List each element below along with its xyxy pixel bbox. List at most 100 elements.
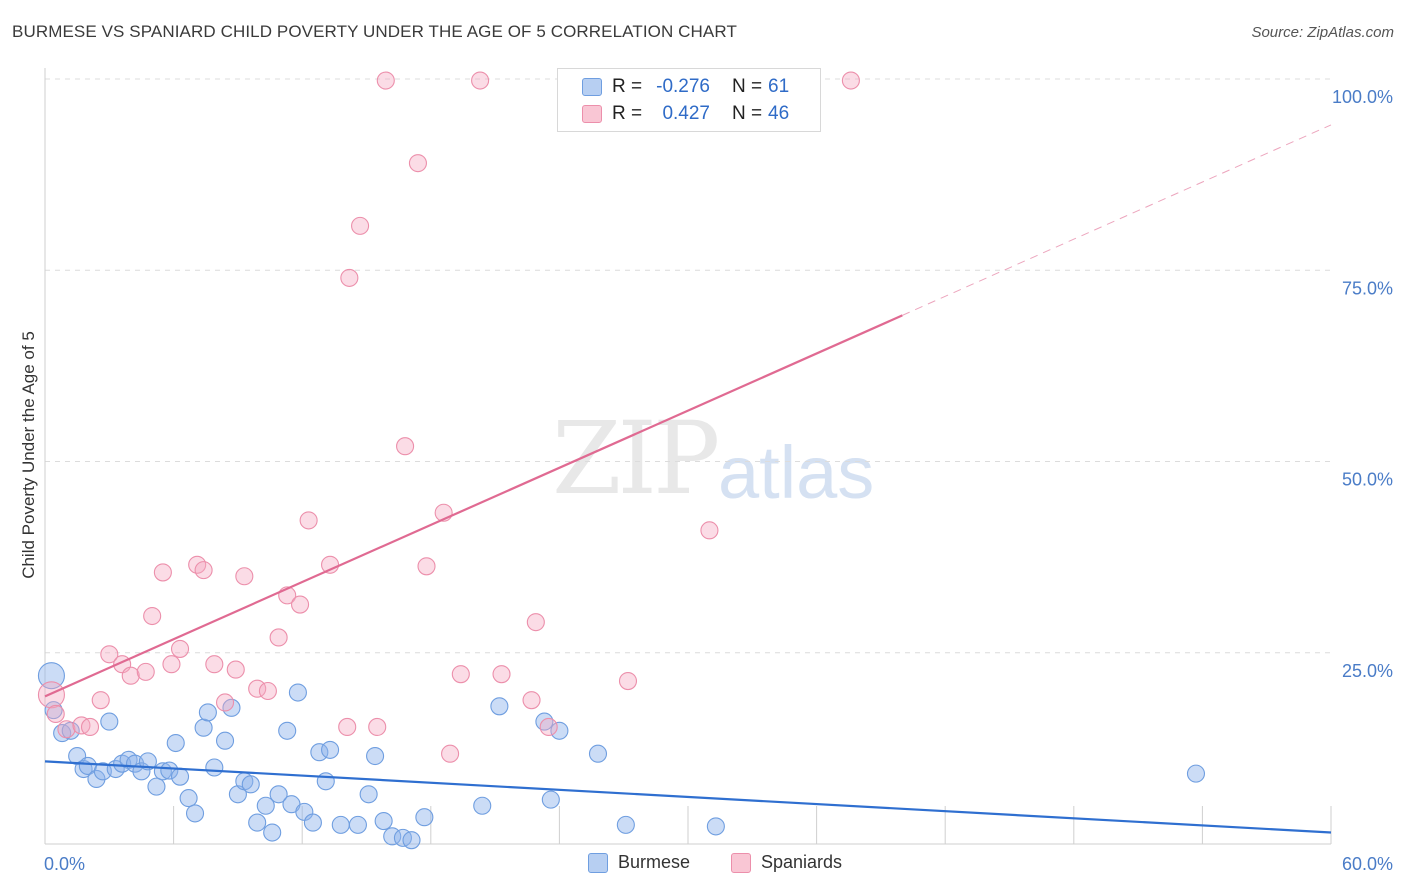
spaniards-point <box>80 717 100 737</box>
y-tick-label: 75.0% <box>1342 278 1393 298</box>
spaniards-point <box>539 717 558 737</box>
spaniards-point <box>215 693 235 712</box>
burmese-point <box>87 769 106 789</box>
spaniards-point <box>153 563 172 582</box>
spaniards-point <box>368 717 387 737</box>
legend-r-value-spaniards: 0.427 <box>662 103 710 124</box>
spaniards-point <box>226 660 245 679</box>
spaniards-point <box>162 655 181 674</box>
spaniards-point <box>522 691 541 710</box>
burmese-point <box>278 721 297 740</box>
spaniards-point <box>91 691 110 710</box>
burmese-point <box>166 733 185 753</box>
burmese-point <box>303 813 322 832</box>
chart-title: BURMESE VS SPANIARD CHILD POVERTY UNDER … <box>12 22 737 41</box>
burmese-point <box>185 804 205 823</box>
burmese-point <box>415 808 434 827</box>
burmese-point <box>490 697 509 716</box>
series-label-burmese: Burmese <box>618 852 691 872</box>
burmese-point <box>248 813 267 832</box>
burmese-point <box>179 789 198 808</box>
burmese-point <box>321 740 340 759</box>
spaniards-point <box>299 511 318 530</box>
burmese-point <box>541 790 560 809</box>
spaniards-point <box>376 71 395 90</box>
burmese-point <box>263 823 282 842</box>
burmese-point <box>215 731 235 750</box>
legend-n-value-burmese: 61 <box>768 76 790 97</box>
spaniards-point <box>618 672 638 691</box>
series-legend-burmese[interactable]: Burmese <box>588 852 690 873</box>
legend-r-label: R = <box>612 76 643 97</box>
burmese-point <box>359 785 378 804</box>
spaniards-trend-extension <box>902 124 1332 316</box>
legend-n-label: N = <box>732 76 763 97</box>
spaniards-point <box>338 717 357 737</box>
watermark-atlas: atlas <box>718 431 875 514</box>
series-label-spaniards: Spaniards <box>761 852 843 872</box>
spaniards-point <box>57 720 76 739</box>
series-swatch-burmese <box>588 852 608 873</box>
spaniards-point <box>205 655 224 674</box>
legend-swatch-spaniards <box>582 105 602 123</box>
y-tick-label: 25.0% <box>1342 661 1393 681</box>
spaniards-point <box>121 666 140 685</box>
legend-swatch-burmese <box>582 78 602 96</box>
x-tick-label: 60.0% <box>1342 854 1393 874</box>
spaniards-point <box>417 557 436 576</box>
spaniards-point <box>340 268 359 287</box>
burmese-point <box>473 796 492 815</box>
spaniards-point <box>408 154 427 173</box>
trend-lines <box>44 124 1332 834</box>
burmese-point <box>198 703 217 722</box>
spaniards-point <box>291 595 310 614</box>
legend-row-burmese: R = -0.276 N = 61 <box>582 74 789 100</box>
legend-n-value-spaniards: 46 <box>768 103 790 124</box>
legend-row-spaniards: R = 0.427 N = 46 <box>582 101 789 127</box>
spaniards-point <box>100 645 119 664</box>
burmese-point <box>194 718 213 737</box>
spaniards-point <box>37 681 65 709</box>
burmese-point <box>616 815 635 834</box>
burmese-point <box>100 712 119 731</box>
spaniards-point <box>269 628 288 647</box>
burmese-point <box>205 758 224 777</box>
spaniards-point <box>235 567 254 586</box>
spaniards-point <box>170 639 190 658</box>
legend-r-value-burmese: -0.276 <box>656 76 710 97</box>
burmese-point <box>170 767 190 786</box>
legend-r-label: R = <box>612 103 643 124</box>
burmese-point <box>588 744 608 763</box>
y-axis-label: Child Poverty Under the Age of 5 <box>19 331 38 579</box>
source-label: Source: ZipAtlas.com <box>1251 24 1394 41</box>
x-tick-label: 0.0% <box>44 854 85 874</box>
spaniards-point <box>492 665 511 684</box>
series-legend-spaniards[interactable]: Spaniards <box>731 852 842 873</box>
burmese-point <box>160 761 179 780</box>
burmese-point <box>331 815 350 834</box>
burmese-point <box>366 746 385 766</box>
burmese-point <box>374 811 393 831</box>
y-tick-label: 50.0% <box>1342 470 1393 490</box>
burmese-point <box>348 815 367 834</box>
legend-n-label: N = <box>732 103 763 124</box>
burmese-point <box>1186 764 1206 783</box>
burmese-point <box>256 796 275 815</box>
series-swatch-spaniards <box>731 852 751 873</box>
spaniards-point <box>451 665 470 684</box>
burmese-point <box>706 817 725 836</box>
spaniards-point <box>471 71 490 90</box>
spaniards-trend-line <box>44 314 903 698</box>
burmese-point <box>288 683 307 702</box>
spaniards-point <box>136 662 155 681</box>
burmese-point <box>147 777 166 796</box>
spaniards-point <box>351 216 370 235</box>
burmese-point <box>550 721 569 740</box>
grid-lines <box>45 78 1331 654</box>
burmese-point <box>37 662 65 690</box>
burmese-point <box>269 785 288 804</box>
burmese-point <box>310 743 329 762</box>
burmese-point <box>402 831 421 850</box>
burmese-trend-line <box>44 760 1332 834</box>
